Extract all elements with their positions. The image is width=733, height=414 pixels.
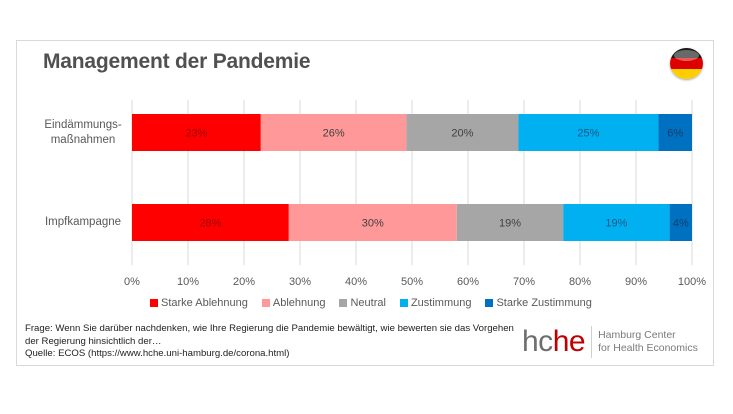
x-tick-label: 40% — [344, 276, 368, 288]
logo-line1: Hamburg Center — [598, 329, 676, 341]
legend-item: Neutral — [339, 297, 386, 309]
x-tick-label: 30% — [288, 276, 312, 288]
data-label: 19% — [499, 218, 521, 230]
footnote-source: Quelle: ECOS (https://www.hche.uni-hambu… — [25, 348, 290, 359]
germany-flag-icon — [670, 48, 703, 79]
legend-item: Zustimmung — [399, 297, 472, 309]
x-tick-label: 10% — [176, 276, 200, 288]
legend-swatch — [261, 299, 270, 307]
bar-segment — [132, 114, 261, 151]
data-label: 4% — [673, 218, 689, 230]
legend-item: Starke Ablehnung — [150, 297, 248, 309]
legend-label: Starke Ablehnung — [161, 297, 248, 309]
bar-segment — [518, 114, 659, 151]
bar-segment — [669, 204, 692, 241]
category-label: Eindämmungs-maßnahmen — [40, 118, 126, 148]
logo-he: he — [552, 325, 586, 358]
category-label-line: Impfkampagne — [44, 216, 122, 228]
legend-item: Starke Zustimmung — [485, 297, 592, 309]
category-label-line: Eindämmungs- — [44, 118, 122, 131]
logo-line2: for Health Economics — [598, 342, 698, 354]
x-tick-label: 0% — [124, 276, 140, 288]
logo-divider — [591, 326, 593, 358]
data-label: 25% — [577, 128, 599, 140]
bar-segment — [288, 204, 457, 241]
legend-swatch — [485, 299, 494, 307]
legend-label: Zustimmung — [410, 297, 472, 309]
logo-hc: hc — [522, 325, 553, 358]
x-tick-label: 100% — [677, 276, 707, 288]
x-tick-label: 90% — [624, 276, 648, 288]
bar-segment — [132, 204, 289, 241]
legend-swatch — [339, 299, 348, 307]
legend-swatch — [150, 299, 158, 307]
x-tick-label: 70% — [512, 276, 536, 288]
footnote-question-cont: der Regierung hinsichtlich der… — [25, 335, 162, 347]
footnote: Frage: Wenn Sie darüber nachdenken, wie … — [25, 323, 520, 361]
data-label: 26% — [323, 128, 345, 140]
category-label: Impfkampagne — [40, 215, 126, 230]
chart-title: Management der Pandemie — [43, 50, 311, 73]
bar-segment — [260, 114, 407, 151]
data-label: 28% — [199, 218, 221, 230]
bar-segment — [406, 114, 519, 151]
legend-label: Neutral — [350, 297, 386, 309]
legend-item: Ablehnung — [261, 297, 326, 309]
hche-logo: hc he Hamburg Center for Health Economics — [522, 325, 698, 359]
data-label: 6% — [667, 128, 683, 140]
data-label: 20% — [451, 128, 473, 140]
data-label: 19% — [605, 218, 627, 230]
footnote-question: Frage: Wenn Sie darüber nachdenken, wie … — [25, 323, 514, 334]
x-tick-label: 80% — [568, 276, 592, 288]
category-label-line: maßnahmen — [50, 133, 116, 146]
legend-swatch — [399, 299, 408, 307]
data-label: 30% — [362, 218, 384, 230]
bar-segment — [456, 204, 564, 241]
x-tick-label: 20% — [232, 276, 256, 288]
legend-label: Ablehnung — [272, 297, 326, 309]
x-tick-label: 60% — [456, 276, 480, 288]
x-tick-label: 50% — [400, 276, 424, 288]
legend-label: Starke Zustimmung — [496, 297, 592, 309]
bar-segment — [563, 204, 670, 241]
data-label: 23% — [185, 128, 207, 140]
legend: Starke Ablehnung Ablehnung Neutral Zustimmu… — [150, 297, 592, 309]
bar-segment — [658, 114, 692, 151]
